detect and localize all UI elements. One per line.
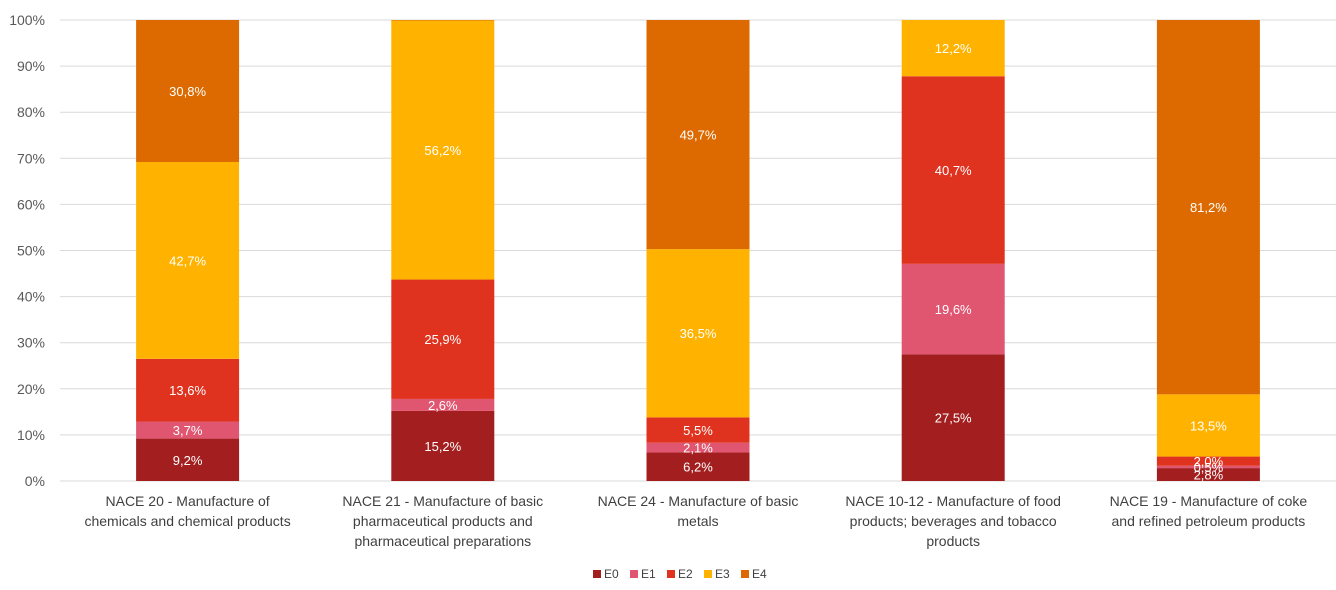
legend-swatch-e4	[741, 570, 749, 578]
data-label: 27,5%	[935, 411, 972, 426]
data-label: 56,2%	[424, 143, 461, 158]
y-tick-label: 0%	[25, 473, 45, 489]
y-tick-label: 10%	[17, 427, 45, 443]
bar-segment-e4	[136, 20, 240, 162]
data-label: 13,6%	[169, 383, 206, 398]
bar-segment-e2	[136, 358, 240, 422]
bar-segment-e3	[901, 20, 1005, 77]
data-label: 2,8%	[1194, 468, 1224, 483]
data-label: 13,5%	[1190, 418, 1227, 433]
bar-segment-e2	[1156, 456, 1260, 466]
legend-swatch-e3	[704, 570, 712, 578]
data-label: 2,0%	[1194, 454, 1224, 469]
bar-segment-e0	[136, 438, 240, 481]
y-tick-label: 30%	[17, 335, 45, 351]
bar-segment-e4	[646, 20, 750, 250]
x-category-label: NACE 20 - Manufacture of chemicals and ch…	[84, 493, 290, 529]
bar-segment-e0	[1156, 468, 1260, 481]
data-label: 3,7%	[173, 423, 203, 438]
bar-segment-e2	[901, 76, 1005, 264]
legend-label: E3	[715, 567, 730, 581]
data-label: 5,5%	[683, 423, 713, 438]
bar-segment-e3	[646, 249, 750, 418]
bar-segment-e1	[646, 442, 750, 453]
x-category-label: NACE 10-12 - Manufacture of food products…	[845, 493, 1061, 549]
data-label: 6,2%	[683, 460, 713, 475]
data-label: 2,1%	[683, 441, 713, 456]
bar-segment-e2	[646, 417, 750, 443]
y-tick-label: 50%	[17, 243, 45, 259]
x-axis-category-labels: NACE 20 - Manufacture of chemicals and ch…	[84, 493, 1307, 549]
bar-segment-e3	[391, 20, 495, 280]
data-label: 2,6%	[428, 398, 458, 413]
bar-segment-e0	[901, 354, 1005, 481]
bar-segment-e3	[136, 161, 240, 359]
data-label: 36,5%	[680, 326, 717, 341]
x-category-label: NACE 24 - Manufacture of basic metals	[598, 493, 799, 529]
y-tick-label: 90%	[17, 58, 45, 74]
bar-segment-e1	[901, 263, 1005, 355]
bar-segment-e2	[391, 279, 495, 399]
legend-label: E1	[641, 567, 656, 581]
bar-segment-e4	[1156, 20, 1260, 395]
legend-swatch-e2	[667, 570, 675, 578]
y-tick-label: 60%	[17, 196, 45, 212]
data-label: 40,7%	[935, 163, 972, 178]
legend-label: E2	[678, 567, 693, 581]
data-label: 81,2%	[1190, 200, 1227, 215]
data-label: 9,2%	[173, 453, 203, 468]
y-tick-label: 20%	[17, 381, 45, 397]
y-tick-label: 70%	[17, 150, 45, 166]
data-label: 15,2%	[424, 439, 461, 454]
legend-swatch-e1	[630, 570, 638, 578]
data-labels: 9,2% 3,7% 13,6% 42,7% 30,8% 15,2% 2,6% 25,9% 56,…	[169, 41, 1227, 482]
data-label: 0,5%	[1194, 460, 1224, 475]
y-tick-label: 80%	[17, 104, 45, 120]
data-label: 25,9%	[424, 332, 461, 347]
data-label: 19,6%	[935, 302, 972, 317]
legend: E0 E1 E2 E3 E4	[593, 567, 767, 581]
bars	[136, 20, 1260, 481]
x-category-label: NACE 21 - Manufacture of basic pharmaceut…	[342, 493, 543, 549]
data-label: 42,7%	[169, 253, 206, 268]
bar-segment-e1	[391, 398, 495, 411]
data-label: 49,7%	[680, 128, 717, 143]
bar-segment-e1	[136, 421, 240, 439]
data-label: 30,8%	[169, 84, 206, 99]
bar-segment-e0	[646, 452, 750, 481]
data-label: 12,2%	[935, 41, 972, 56]
y-tick-label: 100%	[9, 12, 45, 28]
bar-segment-e0	[391, 410, 495, 481]
bar-segment-e3	[1156, 394, 1260, 457]
y-axis-tick-labels: 0% 10% 20% 30% 40% 50% 60% 70% 80% 90% 100%	[9, 12, 45, 489]
legend-label: E0	[604, 567, 619, 581]
x-category-label: NACE 19 - Manufacture of coke and refined…	[1110, 493, 1308, 529]
y-tick-label: 40%	[17, 289, 45, 305]
legend-label: E4	[752, 567, 767, 581]
bar-segment-e1	[1156, 465, 1260, 469]
legend-swatch-e0	[593, 570, 601, 578]
